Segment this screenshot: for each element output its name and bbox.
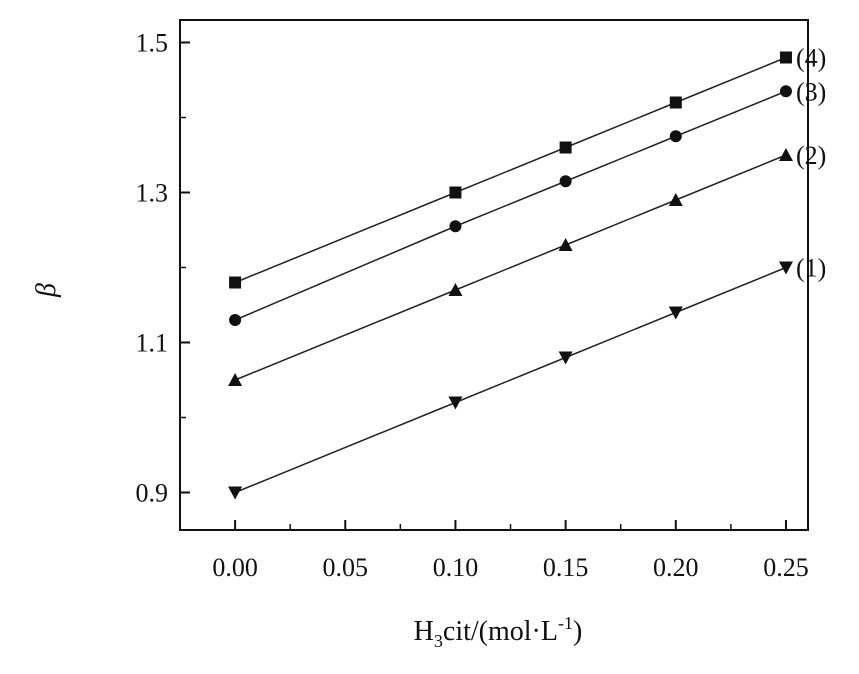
data-point-circle [779, 85, 792, 98]
data-point-triangle-up [448, 283, 463, 296]
series-label: (2) [796, 141, 826, 170]
data-point-triangle-down [448, 396, 463, 410]
data-point-triangle-down [778, 261, 793, 275]
series-line [234, 90, 787, 321]
series-line [234, 56, 787, 284]
data-point-square [559, 141, 572, 154]
x-tick-label: 0.10 [433, 553, 479, 582]
data-point-triangle-down [558, 351, 573, 365]
data-point-triangle-up [778, 148, 793, 161]
data-point-triangle-up [558, 238, 573, 251]
data-point-square [669, 96, 682, 109]
y-axis-label: β [31, 283, 62, 298]
series-label: (4) [796, 44, 826, 73]
data-point-circle [229, 314, 242, 326]
series-1: (1) [228, 254, 826, 500]
data-point-circle [669, 130, 682, 143]
data-point-triangle-up [228, 373, 243, 386]
y-tick-label: 1.5 [136, 29, 169, 58]
y-tick-label: 0.9 [136, 479, 169, 508]
series-label: (1) [796, 254, 826, 283]
x-axis-label: H3cit/(mol·L-1) [414, 613, 583, 651]
series-4: (4) [229, 44, 826, 289]
series-3: (3) [229, 77, 826, 326]
series-layer: (1) (2) (3) (4) [228, 44, 826, 500]
x-tick-label: 0.25 [763, 553, 809, 582]
series-2: (2) [228, 141, 826, 386]
x-axis-ticks: 0.00 0.05 0.10 0.15 0.20 0.25 [212, 520, 809, 582]
x-tick-label: 0.20 [653, 553, 699, 582]
plot-border [179, 19, 809, 531]
series-line [234, 154, 787, 381]
y-axis-ticks: 0.9 1.1 1.3 1.5 [136, 29, 190, 508]
plot-frame [179, 19, 809, 531]
data-point-circle [449, 220, 462, 233]
series-label: (3) [796, 77, 826, 106]
y-tick-label: 1.3 [136, 179, 169, 208]
x-tick-label: 0.05 [323, 553, 369, 582]
y-tick-label: 1.1 [136, 329, 169, 358]
series-line [234, 266, 787, 494]
data-point-triangle-up [668, 193, 683, 206]
data-point-triangle-down [668, 306, 683, 320]
data-point-triangle-down [228, 486, 243, 500]
x-tick-label: 0.15 [543, 553, 589, 582]
data-point-circle [559, 175, 572, 188]
data-point-square [779, 51, 792, 64]
x-tick-label: 0.00 [212, 553, 258, 582]
data-point-square [229, 276, 242, 289]
data-point-square [449, 186, 462, 199]
